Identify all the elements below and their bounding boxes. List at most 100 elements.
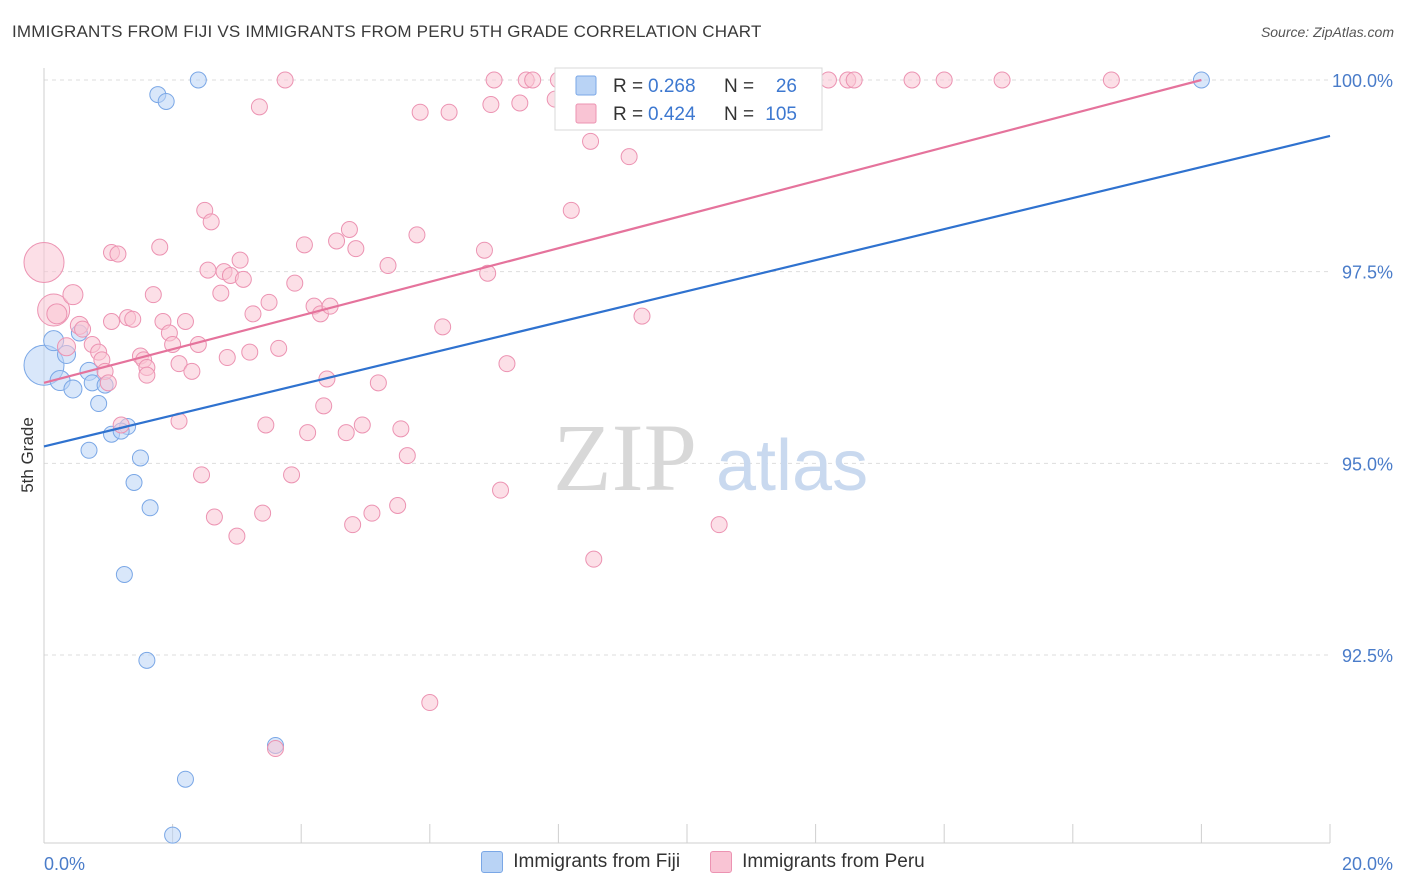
peru-point-61 (328, 232, 346, 250)
peru-point-43 (241, 343, 259, 361)
legend-n-label-peru: N = (724, 104, 754, 125)
peru-point-70 (389, 497, 407, 514)
y-tick-label-0: 100.0% (1332, 71, 1393, 91)
peru-point-51 (276, 71, 294, 89)
peru-point-0 (23, 241, 65, 283)
peru-point-52 (283, 466, 301, 484)
peru-point-44 (244, 305, 262, 323)
peru-point-3 (62, 284, 84, 306)
peru-point-2 (46, 303, 68, 325)
peru-point-77 (440, 103, 458, 121)
peru-point-62 (337, 424, 355, 442)
x-tick-label-1: 20.0% (1342, 854, 1393, 874)
fiji-point-24 (164, 826, 182, 844)
peru-point-16 (124, 310, 142, 328)
watermark: ZIP atlas (553, 404, 868, 511)
peru-point-46 (254, 504, 272, 522)
legend-swatch-peru-bottom (710, 851, 733, 873)
peru-point-100 (935, 71, 953, 89)
legend-swatch-peru (575, 103, 597, 124)
legend-n-value-fiji: 26 (776, 76, 797, 97)
peru-point-20 (138, 366, 156, 384)
peru-point-64 (344, 516, 362, 534)
peru-point-50 (270, 339, 288, 357)
peru-point-4 (57, 337, 77, 357)
peru-point-94 (633, 307, 651, 325)
peru-point-55 (299, 424, 317, 442)
fiji-point-16 (141, 499, 159, 517)
peru-point-86 (524, 71, 542, 89)
peru-point-84 (511, 94, 529, 112)
fiji-point-10 (80, 441, 98, 459)
peru-point-33 (199, 261, 217, 279)
watermark-zip: ZIP (553, 404, 697, 511)
peru-point-96 (819, 71, 837, 89)
peru-point-67 (363, 504, 381, 522)
peru-point-74 (411, 103, 429, 121)
fiji-point-17 (115, 566, 133, 583)
legend-entry-peru[interactable]: Immigrants from Peru (710, 851, 925, 873)
peru-point-34 (202, 213, 220, 231)
legend-swatch-fiji-bottom (481, 851, 504, 873)
peru-point-66 (353, 416, 371, 434)
peru-point-79 (479, 264, 497, 282)
peru-point-73 (408, 226, 426, 244)
peru-point-68 (369, 374, 387, 392)
peru-point-40 (228, 527, 246, 545)
peru-point-104 (112, 416, 130, 434)
peru-trend-line (43, 78, 1202, 384)
peru-point-36 (212, 284, 230, 302)
peru-point-90 (582, 132, 600, 150)
x-tick-label-0: 0.0% (44, 854, 85, 874)
peru-point-83 (498, 355, 516, 373)
trend-layer (43, 78, 1331, 448)
legend-r-value-peru: 0.424 (648, 104, 696, 125)
legend-n-label-fiji: N = (724, 76, 754, 97)
fiji-point-14 (131, 449, 149, 467)
legend-n-value-peru: 105 (765, 104, 797, 125)
peru-point-28 (176, 313, 194, 330)
peru-point-89 (562, 201, 580, 219)
peru-point-76 (434, 318, 452, 336)
peru-point-93 (620, 148, 638, 166)
axis-layer: 100.0% 97.5% 95.0% 92.5% 0.0% 20.0% (43, 68, 1393, 874)
peru-point-65 (347, 240, 365, 258)
y-tick-label-1: 97.5% (1342, 263, 1393, 283)
fiji-point-18 (138, 651, 156, 669)
peru-point-48 (260, 293, 278, 311)
legend-r-label-fiji: R = (613, 76, 643, 97)
peru-point-101 (993, 71, 1011, 89)
legend-label-fiji: Immigrants from Fiji (513, 851, 681, 872)
legend-r-value-fiji: 0.268 (648, 76, 696, 97)
peru-point-72 (398, 447, 416, 465)
legend-swatch-fiji (575, 75, 597, 96)
fiji-point-23 (176, 770, 194, 788)
peru-point-22 (151, 238, 169, 256)
y-tick-label-2: 95.0% (1342, 454, 1393, 474)
peru-point-95 (710, 516, 728, 534)
peru-point-75 (421, 694, 439, 712)
fiji-point-15 (125, 474, 143, 491)
legend-label-peru: Immigrants from Peru (742, 851, 925, 872)
y-axis-label: 5th Grade (18, 417, 37, 493)
peru-point-91 (585, 550, 603, 568)
peru-point-49 (266, 740, 284, 758)
peru-point-81 (485, 71, 503, 89)
peru-point-21 (144, 286, 162, 304)
peru-point-35 (205, 508, 223, 526)
peru-point-6 (74, 320, 92, 338)
y-tick-label-3: 92.5% (1342, 646, 1393, 666)
fiji-trend-line (43, 134, 1331, 448)
grid-layer (44, 79, 1330, 656)
fiji-point-20 (157, 92, 175, 110)
peru-point-53 (286, 274, 304, 292)
watermark-atlas: atlas (716, 426, 868, 506)
chart-title: IMMIGRANTS FROM FIJI VS IMMIGRANTS FROM … (12, 22, 762, 41)
legend-entry-fiji[interactable]: Immigrants from Fiji (481, 851, 680, 873)
legend-r-label-peru: R = (613, 104, 643, 125)
peru-point-47 (257, 416, 275, 434)
peru-point-26 (170, 355, 188, 373)
peru-point-38 (218, 349, 236, 367)
peru-point-80 (482, 96, 500, 114)
